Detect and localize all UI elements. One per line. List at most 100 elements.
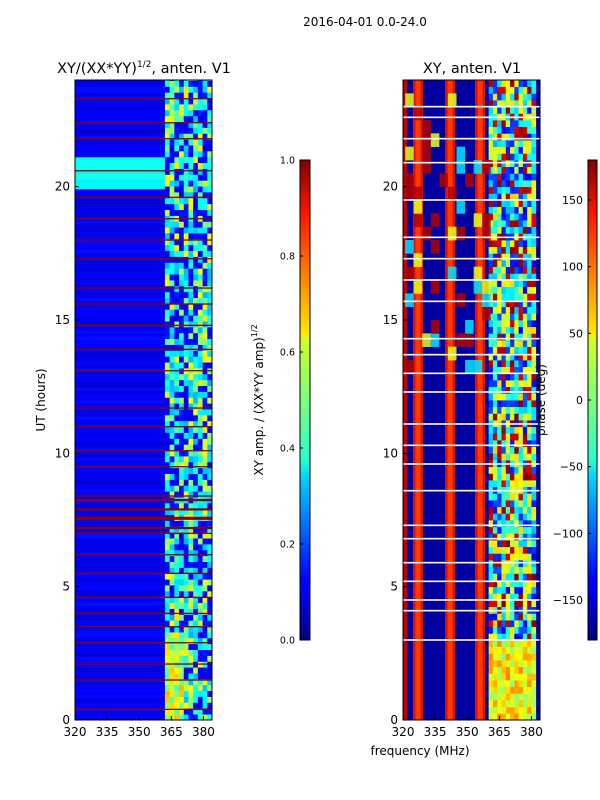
amp-row <box>75 710 212 715</box>
phase-cell <box>501 173 507 181</box>
amp-cell <box>197 385 203 392</box>
cbar-tick-label: −50 <box>560 461 583 474</box>
phase-cell <box>531 653 537 661</box>
amp-cell <box>183 145 189 152</box>
amp-cell <box>207 262 212 269</box>
amp-cell <box>174 708 180 715</box>
phase-cell <box>510 166 515 174</box>
phase-cell <box>505 673 511 681</box>
amp-cell <box>169 643 175 650</box>
amp-cell <box>207 585 212 592</box>
phase-cell <box>505 353 511 361</box>
amp-cell <box>179 632 185 639</box>
phase-cell <box>492 126 498 134</box>
amp-cell <box>183 332 189 340</box>
amp-cell <box>197 121 203 128</box>
phase-cell <box>505 706 511 714</box>
amp-cell <box>202 532 208 539</box>
phase-cell <box>501 380 507 388</box>
phase-cell <box>497 313 502 321</box>
y-tick-label: 0 <box>390 713 398 727</box>
phase-cell <box>505 493 511 501</box>
amp-cell <box>202 139 208 146</box>
cbar-tick-label: 0 <box>576 394 583 407</box>
amp-cell <box>179 456 185 463</box>
amp-row <box>75 105 212 110</box>
amp-cell <box>188 127 194 134</box>
y-tick-label: 10 <box>55 446 70 460</box>
amp-cell <box>202 350 208 357</box>
phase-cell <box>501 533 507 541</box>
amp-cell <box>193 426 199 433</box>
phase-cell <box>510 580 515 588</box>
amp-cell <box>179 643 185 650</box>
phase-cell <box>514 580 519 588</box>
phase-cell <box>505 646 511 654</box>
phase-cell <box>430 333 440 348</box>
phase-cell <box>413 106 423 121</box>
phase-cell <box>518 626 524 634</box>
amp-cell <box>207 590 212 598</box>
amp-row <box>75 403 212 407</box>
amp-cell <box>164 244 171 252</box>
amp-cell <box>183 649 189 656</box>
amp-row <box>75 316 212 321</box>
phase-cell <box>514 393 519 401</box>
phase-cell <box>527 660 532 668</box>
phase-cell <box>488 433 494 441</box>
phase-cell <box>510 313 515 321</box>
phase-cell <box>488 660 494 668</box>
amp-row <box>75 352 212 356</box>
phase-cell <box>531 220 537 228</box>
phase-cell <box>514 693 519 701</box>
phase-cell <box>522 180 528 188</box>
amp-cell <box>188 567 194 574</box>
phase-cell <box>510 393 515 401</box>
amp-row <box>75 524 212 529</box>
amp-cell <box>174 186 180 193</box>
amp-cell <box>164 86 171 93</box>
phase-cell <box>492 533 498 541</box>
phase-cell <box>510 186 515 194</box>
phase-cell <box>505 160 511 168</box>
amp-cell <box>197 80 203 87</box>
amp-cell <box>193 696 199 703</box>
amp-cell <box>207 414 212 422</box>
amp-row <box>75 278 212 283</box>
amp-row <box>75 361 212 366</box>
amp-cell <box>193 280 199 287</box>
phase-cell <box>492 560 498 568</box>
amp-cell <box>207 309 212 316</box>
phase-cell <box>405 293 414 308</box>
phase-cell <box>514 520 519 528</box>
amp-cell <box>169 344 175 351</box>
amp-cell <box>174 673 180 680</box>
phase-cell <box>492 546 498 554</box>
amp-cell <box>169 268 175 275</box>
phase-cell <box>514 686 519 694</box>
amp-row <box>75 108 212 113</box>
amp-row <box>75 512 212 516</box>
flagged-row <box>75 663 212 665</box>
amp-cell <box>179 145 185 152</box>
phase-cell <box>510 266 515 274</box>
amp-cell <box>174 684 180 692</box>
phase-cell <box>518 393 524 401</box>
phase-cell <box>492 586 498 594</box>
phase-cell <box>527 500 532 508</box>
phase-cell <box>501 573 507 581</box>
phase-cell <box>518 413 524 421</box>
phase-cell <box>518 493 524 501</box>
amp-cell <box>179 678 185 686</box>
phase-cell <box>492 100 498 108</box>
amp-cell <box>174 409 180 416</box>
amp-cell <box>179 608 185 615</box>
phase-cell <box>527 446 532 454</box>
phase-cell <box>514 226 519 234</box>
amp-cell <box>197 303 203 310</box>
amp-row <box>75 150 212 155</box>
phase-cell <box>510 286 515 294</box>
phase-cell <box>518 260 524 268</box>
phase-cell <box>501 180 507 188</box>
phase-cell <box>505 540 511 548</box>
